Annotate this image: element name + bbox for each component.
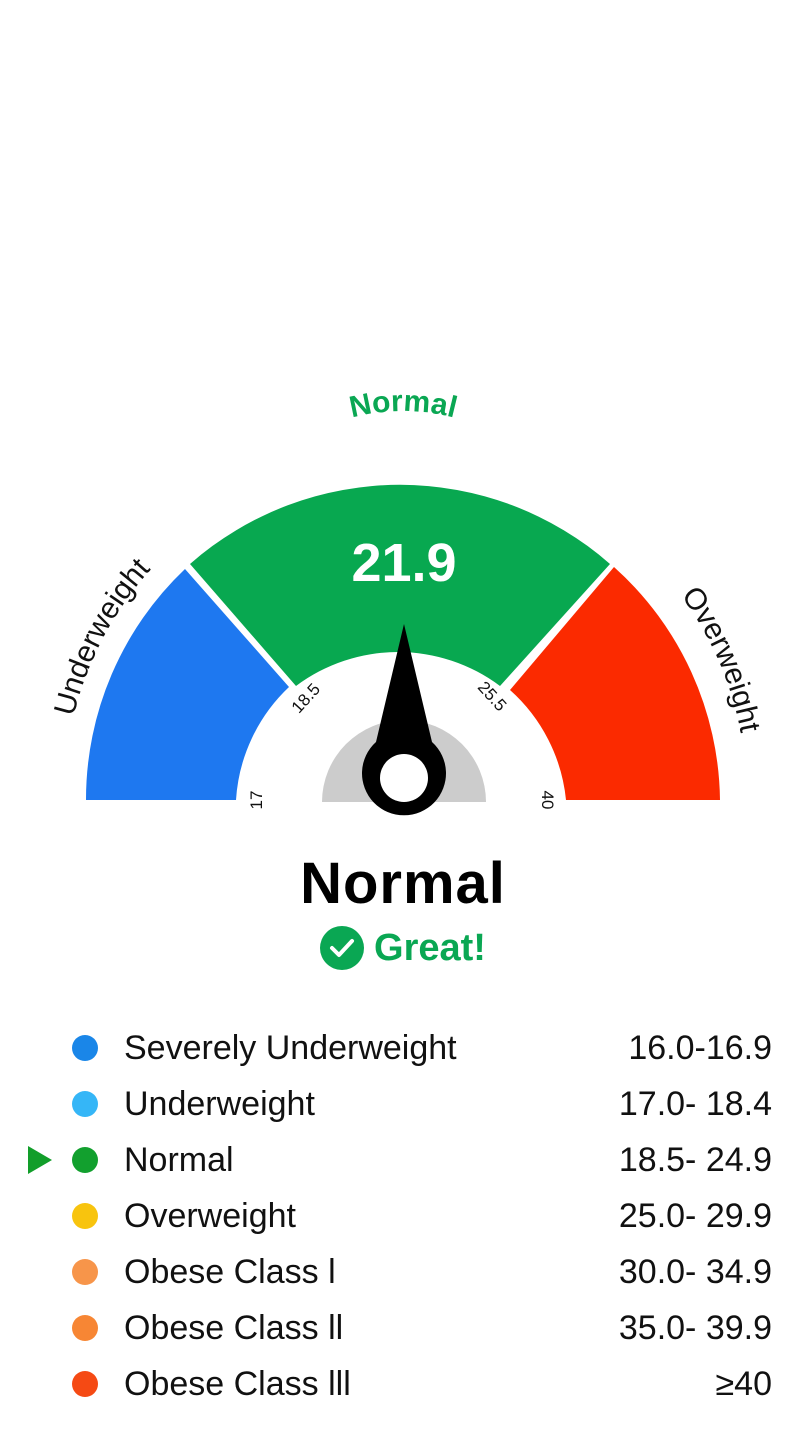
tick-label-18-5: 18.5 (288, 680, 324, 717)
zone-label-normal: Normal (346, 385, 460, 425)
legend-range: 25.0- 29.9 (618, 1196, 772, 1235)
legend-range: ≥40 (715, 1364, 772, 1403)
bmi-legend: Severely Underweight 16.0-16.9 Underweig… (0, 1020, 806, 1412)
legend-range: 30.0- 34.9 (618, 1252, 772, 1291)
legend-range: 17.0- 18.4 (618, 1084, 772, 1123)
play-arrow-icon (28, 1146, 52, 1174)
legend-dot (72, 1371, 98, 1397)
legend-row: Overweight 25.0- 29.9 (0, 1188, 806, 1244)
legend-row: Underweight 17.0- 18.4 (0, 1076, 806, 1132)
status-row: Great! (0, 926, 806, 970)
underweight-segment (85, 569, 289, 800)
legend-name: Overweight (124, 1196, 296, 1235)
tick-label-25-5: 25.5 (474, 678, 510, 715)
check-circle-icon (320, 926, 365, 970)
legend-range: 16.0-16.9 (628, 1028, 772, 1067)
legend-row-selected: Normal 18.5- 24.9 (0, 1132, 806, 1188)
legend-dot (72, 1315, 98, 1341)
bmi-gauge: 21.9 Normal Underweight Overweight 17 18… (0, 380, 806, 840)
legend-dot (72, 1035, 98, 1061)
status-text: Great! (374, 926, 486, 969)
legend-row: Obese Class ll 35.0- 39.9 (0, 1300, 806, 1356)
legend-dot (72, 1147, 98, 1173)
legend-dot (72, 1203, 98, 1229)
legend-name: Obese Class l (124, 1252, 336, 1291)
legend-row: Obese Class l 30.0- 34.9 (0, 1244, 806, 1300)
result-category: Normal (300, 851, 506, 916)
normal-segment (190, 484, 610, 686)
tick-label-40: 40 (538, 791, 557, 810)
legend-name: Severely Underweight (124, 1028, 457, 1067)
legend-row: Severely Underweight 16.0-16.9 (0, 1020, 806, 1076)
legend-range: 18.5- 24.9 (618, 1140, 772, 1179)
top-blank-area (0, 0, 806, 380)
legend-dot (72, 1091, 98, 1117)
tick-label-17: 17 (247, 791, 266, 810)
legend-row: Obese Class lll ≥40 (0, 1356, 806, 1412)
needle-pivot (380, 754, 428, 802)
legend-range: 35.0- 39.9 (618, 1308, 772, 1347)
legend-name: Obese Class lll (124, 1364, 351, 1403)
legend-name: Normal (124, 1140, 234, 1179)
legend-name: Obese Class ll (124, 1308, 344, 1347)
legend-name: Underweight (124, 1084, 315, 1123)
overweight-segment (510, 567, 720, 800)
gauge-svg: 21.9 Normal Underweight Overweight 17 18… (48, 385, 767, 816)
legend-dot (72, 1259, 98, 1285)
gauge-value: 21.9 (351, 533, 456, 593)
